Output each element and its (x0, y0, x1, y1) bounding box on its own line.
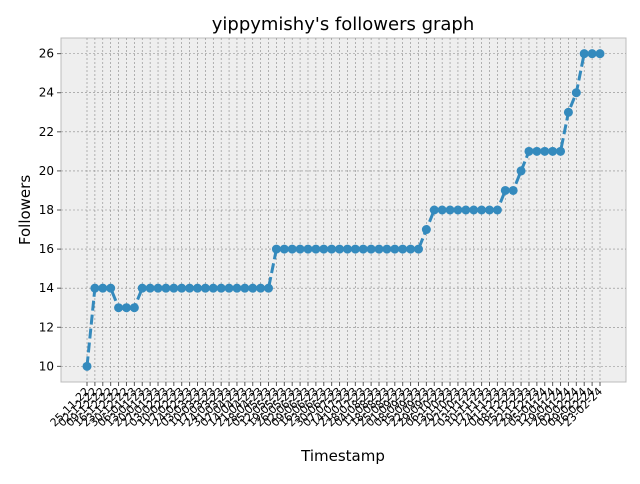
x-axis: 25-11-2202-12-2209-12-2216-12-2223-12-22… (48, 382, 605, 429)
data-point (563, 107, 573, 117)
data-point (129, 303, 139, 313)
data-point (429, 205, 439, 215)
data-point (445, 205, 455, 215)
y-tick-label: 24 (39, 86, 54, 100)
data-point (421, 225, 431, 235)
data-point (98, 283, 108, 293)
data-point (524, 146, 534, 156)
data-point (90, 283, 100, 293)
y-tick-label: 12 (39, 320, 54, 334)
data-point (500, 185, 510, 195)
data-point (248, 283, 258, 293)
data-point (153, 283, 163, 293)
data-point (82, 361, 92, 371)
data-point (342, 244, 352, 254)
data-point (319, 244, 329, 254)
data-point (532, 146, 542, 156)
data-point (485, 205, 495, 215)
data-point (106, 283, 116, 293)
series-layer (82, 49, 605, 371)
data-point (461, 205, 471, 215)
data-point (540, 146, 550, 156)
data-point (137, 283, 147, 293)
data-point (390, 244, 400, 254)
data-point (271, 244, 281, 254)
data-point (406, 244, 416, 254)
y-axis: 10 12 14 16 18 20 22 24 26 (39, 47, 61, 373)
data-point (366, 244, 376, 254)
data-point (264, 283, 274, 293)
data-point (145, 283, 155, 293)
data-point (579, 49, 589, 59)
y-tick-label: 20 (39, 164, 54, 178)
data-point (303, 244, 313, 254)
data-point (192, 283, 202, 293)
data-point (256, 283, 266, 293)
data-point (177, 283, 187, 293)
data-point (287, 244, 297, 254)
y-tick-label: 18 (39, 203, 54, 217)
data-point (398, 244, 408, 254)
y-tick-label: 14 (39, 281, 54, 295)
data-point (208, 283, 218, 293)
data-point (185, 283, 195, 293)
chart-title: yippymishy's followers graph (212, 14, 475, 35)
y-tick-label: 10 (39, 359, 54, 373)
y-axis-label: Followers (16, 175, 34, 245)
data-point (437, 205, 447, 215)
data-point (587, 49, 597, 59)
data-point (240, 283, 250, 293)
data-point (469, 205, 479, 215)
data-point (350, 244, 360, 254)
data-point (279, 244, 289, 254)
data-point (169, 283, 179, 293)
data-point (358, 244, 368, 254)
data-point (382, 244, 392, 254)
y-tick-label: 16 (39, 242, 54, 256)
plot-area (60, 37, 627, 383)
data-point (335, 244, 345, 254)
data-point (492, 205, 502, 215)
data-point (121, 303, 131, 313)
data-point (327, 244, 337, 254)
data-point (571, 88, 581, 98)
data-point (161, 283, 171, 293)
data-point (216, 283, 226, 293)
y-tick-label: 26 (39, 47, 54, 61)
data-point (477, 205, 487, 215)
data-point (200, 283, 210, 293)
data-point (453, 205, 463, 215)
data-point (516, 166, 526, 176)
data-point (224, 283, 234, 293)
data-point (556, 146, 566, 156)
data-point (311, 244, 321, 254)
data-point (232, 283, 242, 293)
data-point (295, 244, 305, 254)
data-point (548, 146, 558, 156)
data-point (413, 244, 423, 254)
y-tick-label: 22 (39, 125, 54, 139)
data-point (508, 185, 518, 195)
data-point (595, 49, 605, 59)
data-point (114, 303, 124, 313)
x-axis-label: Timestamp (300, 447, 385, 465)
data-point (374, 244, 384, 254)
